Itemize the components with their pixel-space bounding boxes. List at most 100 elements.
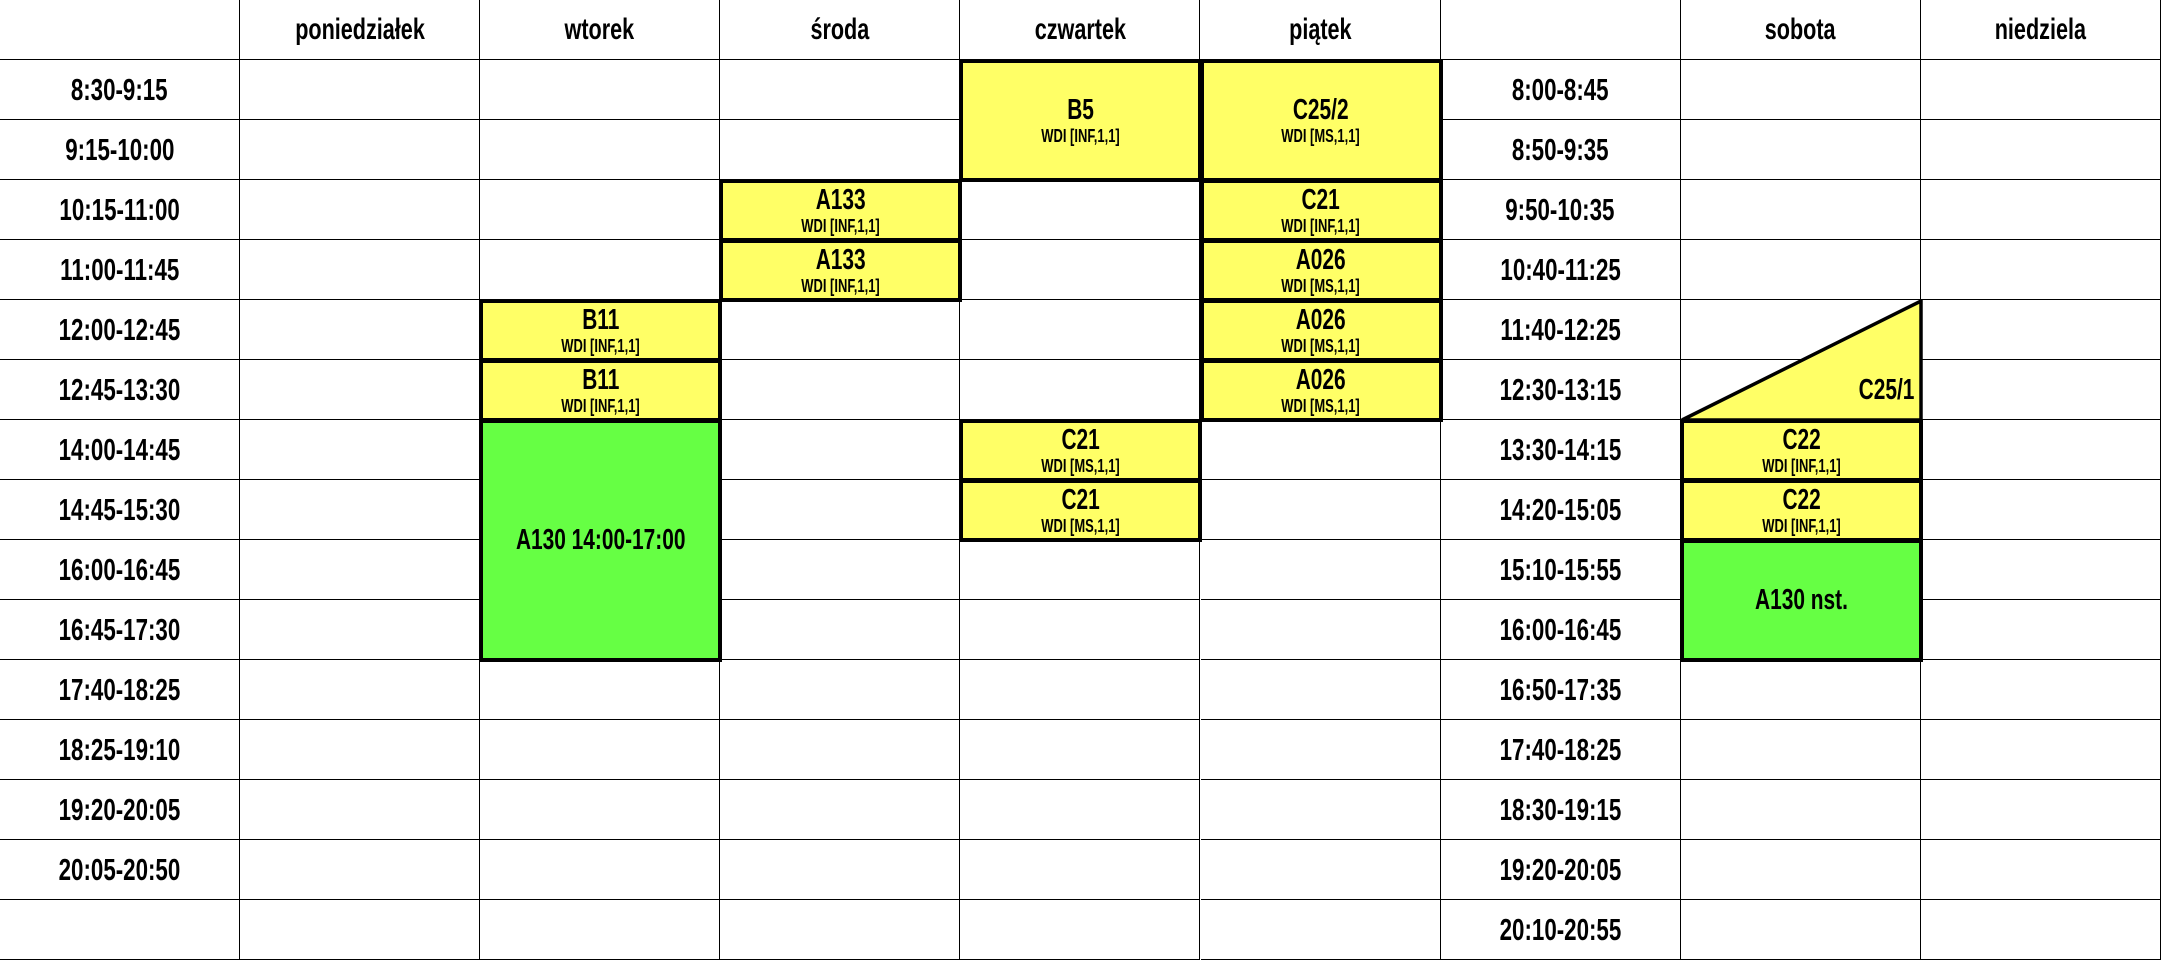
class-block-lecture[interactable]: A133 WDI [INF,1,1] <box>719 239 963 302</box>
slot-cell[interactable] <box>720 360 961 420</box>
slot-cell[interactable] <box>720 120 961 180</box>
slot-cell[interactable] <box>1680 840 1921 900</box>
class-block-lecture[interactable]: C21 WDI [MS,1,1] <box>959 419 1203 482</box>
slot-cell[interactable] <box>240 600 481 660</box>
slot-cell[interactable] <box>1680 780 1921 840</box>
slot-cell[interactable] <box>720 900 961 960</box>
class-block-lecture[interactable]: C22 WDI [INF,1,1] <box>1679 419 1923 482</box>
slot-cell[interactable] <box>240 720 481 780</box>
class-block-lecture[interactable]: C21 WDI [INF,1,1] <box>1199 179 1443 242</box>
slot-cell[interactable] <box>960 780 1201 840</box>
slot-cell[interactable] <box>240 180 481 240</box>
class-block-lab[interactable]: A130 14:00-17:00 <box>479 419 723 662</box>
slot-cell[interactable] <box>1920 480 2161 540</box>
slot-cell[interactable] <box>1200 840 1441 900</box>
slot-cell[interactable] <box>240 900 481 960</box>
slot-cell[interactable] <box>720 840 961 900</box>
class-block-lecture[interactable]: C22 WDI [INF,1,1] <box>1679 479 1923 542</box>
slot-cell[interactable] <box>960 360 1201 420</box>
slot-cell[interactable] <box>1680 60 1921 120</box>
slot-cell[interactable] <box>240 420 481 480</box>
class-block-lecture[interactable]: B11 WDI [INF,1,1] <box>479 299 723 362</box>
slot-cell[interactable] <box>1200 600 1441 660</box>
slot-cell[interactable] <box>480 840 721 900</box>
slot-cell[interactable] <box>480 780 721 840</box>
slot-cell[interactable] <box>1920 600 2161 660</box>
slot-cell[interactable] <box>1200 480 1441 540</box>
class-block-lecture[interactable]: B5 WDI [INF,1,1] <box>959 59 1203 182</box>
slot-cell[interactable] <box>1680 120 1921 180</box>
slot-cell[interactable] <box>1200 420 1441 480</box>
slot-cell[interactable] <box>1920 360 2161 420</box>
slot-cell[interactable] <box>720 540 961 600</box>
class-block-lab[interactable]: A130 nst. <box>1679 539 1923 662</box>
slot-cell[interactable] <box>1920 780 2161 840</box>
slot-cell[interactable] <box>960 540 1201 600</box>
slot-cell[interactable] <box>480 240 721 300</box>
slot-cell[interactable] <box>240 360 481 420</box>
slot-cell[interactable] <box>720 600 961 660</box>
slot-cell[interactable] <box>480 720 721 780</box>
slot-cell[interactable] <box>1680 240 1921 300</box>
time-text: 16:50-17:35 <box>1499 671 1621 707</box>
slot-cell[interactable] <box>720 300 961 360</box>
slot-cell[interactable] <box>1680 180 1921 240</box>
slot-cell[interactable] <box>480 180 721 240</box>
slot-cell[interactable] <box>480 60 721 120</box>
slot-cell[interactable] <box>240 240 481 300</box>
slot-cell[interactable] <box>1920 180 2161 240</box>
slot-cell[interactable] <box>1680 660 1921 720</box>
class-block-lecture[interactable]: B11 WDI [INF,1,1] <box>479 359 723 422</box>
slot-cell[interactable] <box>720 660 961 720</box>
slot-cell[interactable] <box>1680 900 1921 960</box>
slot-cell[interactable] <box>960 660 1201 720</box>
slot-cell[interactable] <box>1200 720 1441 780</box>
class-block-triangle[interactable] <box>1680 299 1924 423</box>
slot-cell[interactable] <box>480 900 721 960</box>
slot-cell[interactable] <box>1680 720 1921 780</box>
slot-cell[interactable] <box>240 780 481 840</box>
slot-cell[interactable] <box>480 660 721 720</box>
slot-cell[interactable] <box>960 180 1201 240</box>
slot-cell[interactable] <box>720 720 961 780</box>
time-text: 14:20-15:05 <box>1499 491 1621 527</box>
class-block-lecture[interactable]: A026 WDI [MS,1,1] <box>1199 359 1443 422</box>
slot-cell[interactable] <box>1920 120 2161 180</box>
slot-cell[interactable] <box>960 300 1201 360</box>
slot-cell[interactable] <box>720 60 961 120</box>
class-block-lecture[interactable]: C21 WDI [MS,1,1] <box>959 479 1203 542</box>
slot-cell[interactable] <box>240 300 481 360</box>
slot-cell[interactable] <box>1200 540 1441 600</box>
slot-cell[interactable] <box>240 660 481 720</box>
class-block-lecture[interactable]: A026 WDI [MS,1,1] <box>1199 299 1443 362</box>
slot-cell[interactable] <box>1920 720 2161 780</box>
class-block-lecture[interactable]: A133 WDI [INF,1,1] <box>719 179 963 242</box>
slot-cell[interactable] <box>1920 420 2161 480</box>
slot-cell[interactable] <box>1200 900 1441 960</box>
slot-cell[interactable] <box>1920 60 2161 120</box>
class-block-lecture[interactable]: C25/2 WDI [MS,1,1] <box>1199 59 1443 182</box>
slot-cell[interactable] <box>960 900 1201 960</box>
slot-cell[interactable] <box>1920 840 2161 900</box>
slot-cell[interactable] <box>720 480 961 540</box>
slot-cell[interactable] <box>240 840 481 900</box>
class-block-lecture[interactable]: A026 WDI [MS,1,1] <box>1199 239 1443 302</box>
slot-cell[interactable] <box>960 720 1201 780</box>
slot-cell[interactable] <box>240 540 481 600</box>
slot-cell[interactable] <box>960 240 1201 300</box>
slot-cell[interactable] <box>720 420 961 480</box>
slot-cell[interactable] <box>480 120 721 180</box>
slot-cell[interactable] <box>1200 780 1441 840</box>
slot-cell[interactable] <box>1920 300 2161 360</box>
slot-cell[interactable] <box>1200 660 1441 720</box>
slot-cell[interactable] <box>1920 660 2161 720</box>
slot-cell[interactable] <box>960 600 1201 660</box>
slot-cell[interactable] <box>240 60 481 120</box>
slot-cell[interactable] <box>1920 900 2161 960</box>
slot-cell[interactable] <box>1920 240 2161 300</box>
slot-cell[interactable] <box>240 480 481 540</box>
slot-cell[interactable] <box>1920 540 2161 600</box>
slot-cell[interactable] <box>720 780 961 840</box>
slot-cell[interactable] <box>960 840 1201 900</box>
slot-cell[interactable] <box>240 120 481 180</box>
